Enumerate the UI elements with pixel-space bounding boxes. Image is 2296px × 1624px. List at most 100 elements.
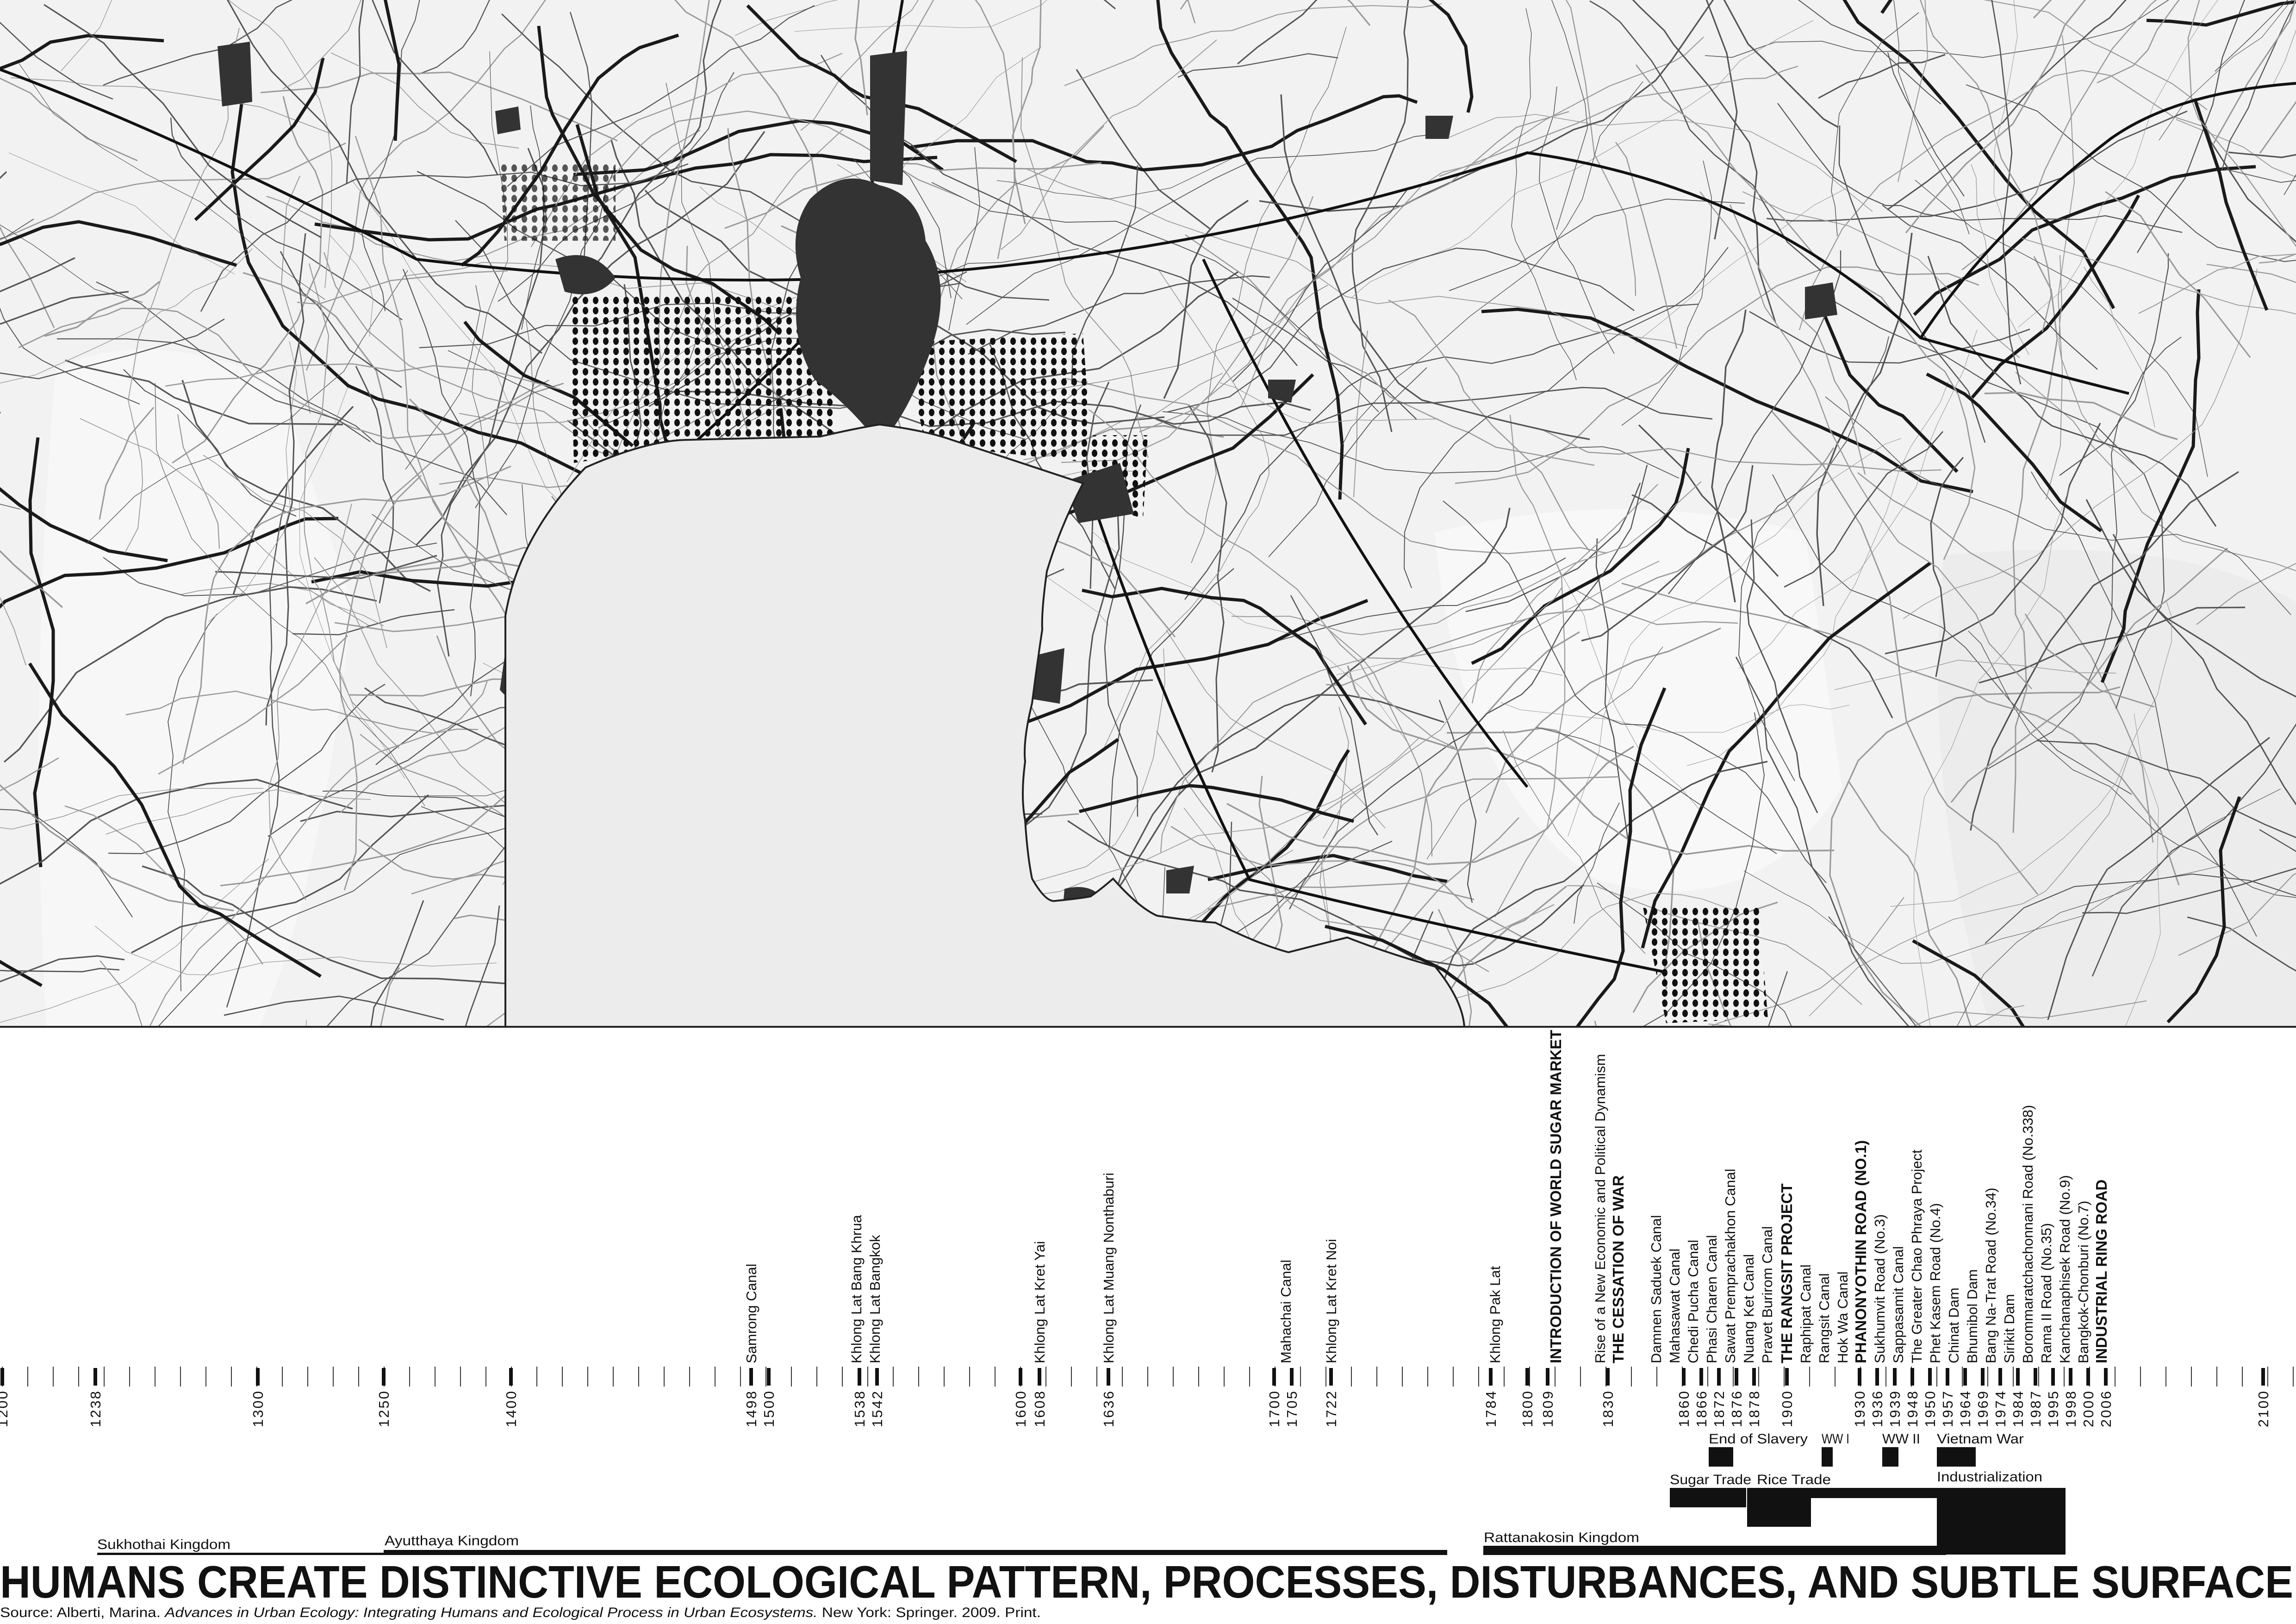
year-label: 1860	[1676, 1390, 1692, 1427]
event-label: PHANONYOTHIN ROAD (NO.1)	[1852, 1140, 1869, 1363]
road	[1641, 562, 1932, 949]
road	[226, 483, 288, 1008]
road	[0, 225, 143, 303]
road	[1313, 904, 1555, 1027]
road	[574, 0, 722, 287]
road	[0, 955, 125, 982]
event-label: Rangsit Canal	[1816, 1273, 1832, 1363]
road	[1809, 751, 2131, 1017]
road	[1191, 26, 1347, 563]
road	[2059, 255, 2135, 466]
road	[1930, 456, 1964, 677]
event-label: Bhumibol Dam	[1964, 1269, 1980, 1363]
road	[2187, 0, 2296, 247]
road	[1353, 330, 1368, 498]
event-label: Borommaratchachonnani Road (No.338)	[2020, 1105, 2036, 1363]
road	[0, 21, 113, 100]
road	[2187, 916, 2296, 972]
road	[2178, 873, 2296, 956]
road	[314, 153, 938, 242]
road	[1966, 84, 2296, 262]
event-ww2-label: WW II	[1882, 1431, 1920, 1447]
road	[1771, 411, 2039, 895]
road	[2031, 471, 2257, 937]
road	[57, 338, 371, 442]
road	[103, 543, 437, 596]
road	[2196, 562, 2296, 625]
road	[1000, 737, 1420, 900]
road	[2097, 0, 2180, 84]
road	[0, 550, 63, 608]
road	[2018, 0, 2218, 328]
road	[1220, 382, 1439, 424]
road	[1001, 39, 1217, 250]
road	[1097, 507, 1511, 916]
road	[346, 0, 364, 185]
road	[1167, 247, 1635, 413]
road	[1237, 0, 1318, 65]
road	[1742, 191, 2020, 358]
road	[339, 475, 422, 891]
event-label: Khlong Lat Muang Nonthaburi	[1101, 1173, 1117, 1363]
road	[149, 680, 488, 1027]
road	[1280, 94, 1590, 440]
road	[724, 162, 1102, 229]
road	[1089, 409, 1455, 749]
road	[1838, 125, 1986, 443]
road	[18, 307, 549, 439]
road	[215, 555, 437, 579]
road	[1887, 52, 1965, 197]
road	[889, 0, 934, 78]
road	[361, 0, 420, 312]
road	[1818, 54, 1946, 99]
year-label: 2000	[2080, 1390, 2097, 1427]
road	[1541, 428, 1942, 472]
year-label: 1900	[1779, 1390, 1795, 1427]
road	[0, 968, 120, 973]
road	[2091, 723, 2296, 977]
road	[1626, 1050, 2035, 1104]
road	[230, 100, 617, 483]
road	[501, 13, 1050, 301]
event-label: Bangkok-Chonburi (No.7)	[2075, 1200, 2091, 1363]
road	[1226, 745, 1634, 865]
year-label: 1998	[2063, 1390, 2079, 1427]
road	[1729, 204, 1866, 475]
road	[384, 0, 401, 141]
event-label: Khlong Lat Kret Noi	[1323, 1239, 1339, 1363]
road	[1738, 329, 1978, 669]
highway	[1919, 82, 2296, 339]
period-sugar-trade-label: Sugar Trade	[1670, 1472, 1751, 1487]
road	[1983, 0, 2208, 110]
road	[106, 789, 371, 835]
road	[1857, 472, 2154, 843]
poster-title: HUMANS CREATE DISTINCTIVE ECOLOGICAL PAT…	[0, 1556, 2293, 1607]
road	[1033, 285, 1328, 394]
road	[1970, 471, 2239, 831]
road	[1890, 601, 2172, 907]
road	[44, 281, 161, 337]
road	[1268, 367, 1427, 557]
road	[734, 0, 839, 36]
event-label: The Greater Chao Phraya Project	[1909, 1149, 1925, 1363]
road	[1798, 69, 2208, 331]
road	[0, 248, 253, 384]
road	[910, 94, 1418, 172]
road	[1777, 103, 2183, 233]
road	[125, 690, 479, 734]
year-label: 1608	[1032, 1390, 1048, 1427]
event-end-of-slavery-label: End of Slavery	[1709, 1431, 1808, 1447]
event-vietnam-war-bar	[1937, 1447, 1976, 1467]
road	[158, 635, 348, 775]
road	[2022, 238, 2296, 315]
event-ww1-label: WW I	[1822, 1431, 1849, 1447]
road	[1798, 0, 1941, 105]
road	[96, 281, 507, 515]
road	[1465, 482, 1641, 612]
road	[1708, 1000, 2147, 1027]
road	[203, 455, 387, 649]
road	[1898, 0, 1929, 182]
road	[372, 514, 546, 604]
source-prefix: Source: Alberti, Marina.	[0, 1605, 165, 1620]
road	[44, 4, 322, 238]
